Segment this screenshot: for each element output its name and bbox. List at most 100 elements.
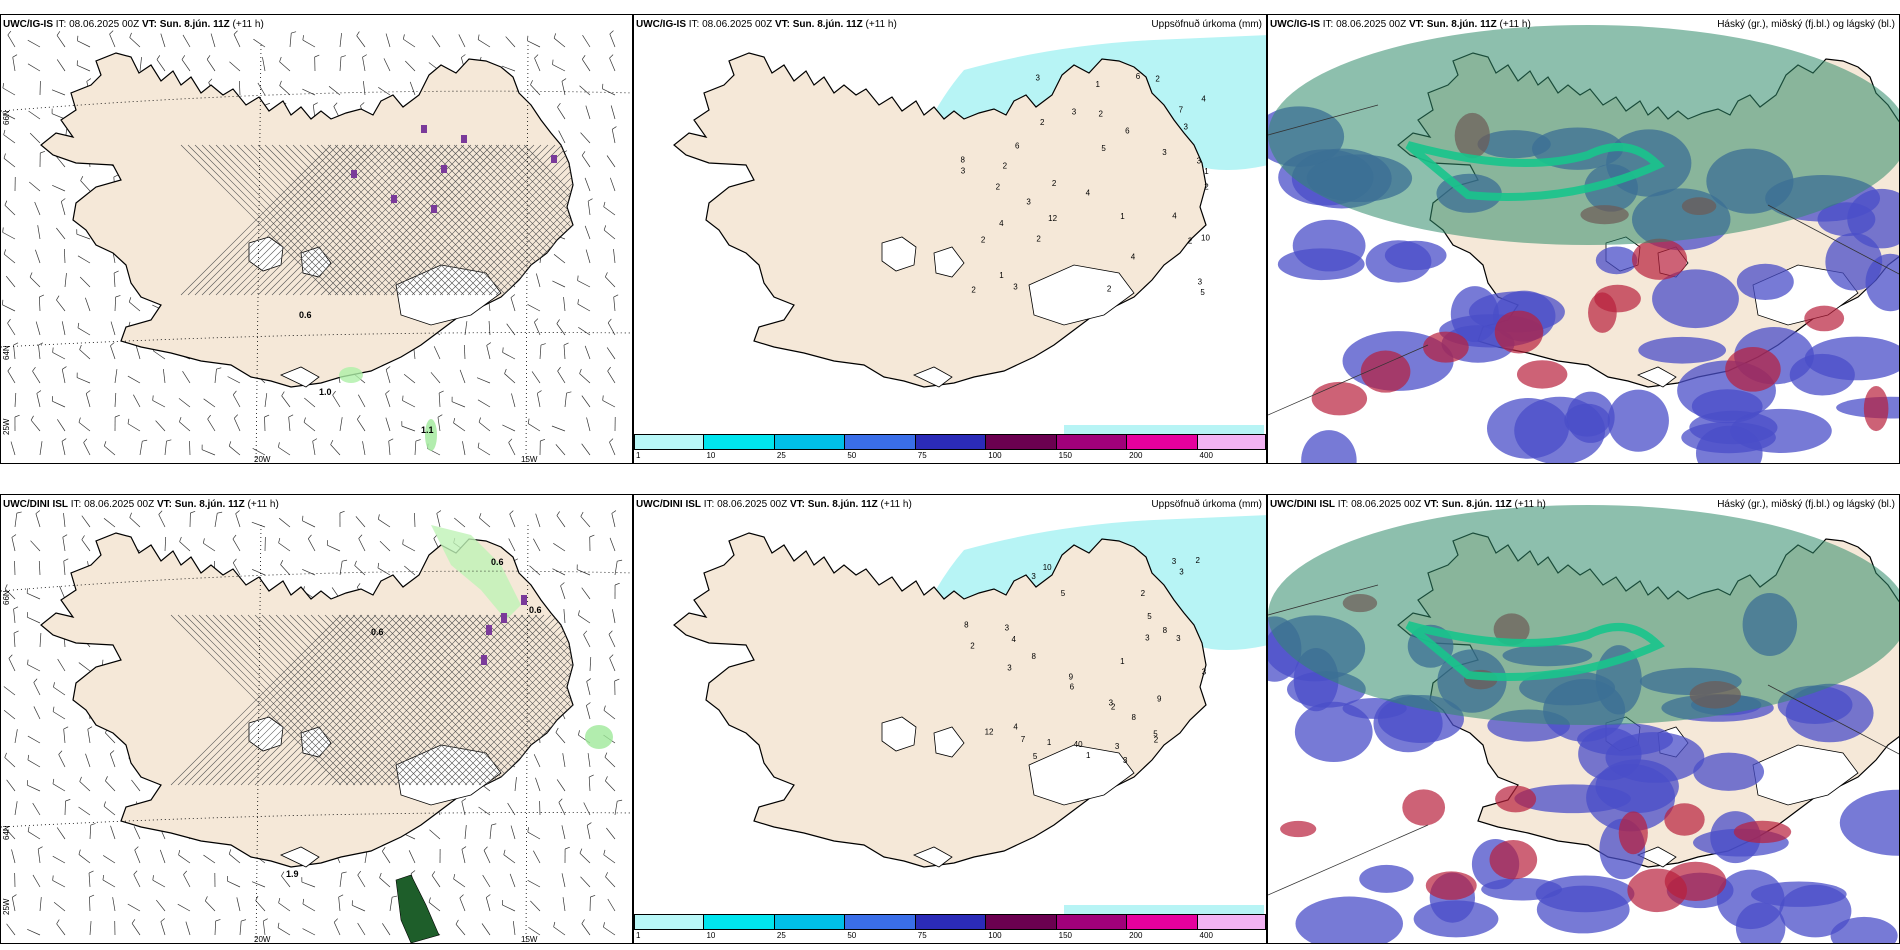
wind-barb — [607, 898, 616, 912]
wind-barb — [531, 371, 541, 384]
lat-label: 64N — [2, 345, 11, 360]
wind-barb — [289, 33, 292, 48]
hatch-line — [464, 614, 573, 786]
colorbar-tick: 400 — [1199, 451, 1213, 460]
hatch-line — [191, 614, 363, 786]
wind-barb-feather — [65, 799, 71, 802]
hatch-line — [219, 614, 391, 786]
wind-barb-feather — [78, 849, 81, 855]
wind-barb — [555, 444, 566, 456]
wind-barb — [602, 400, 616, 408]
wind-barb-feather — [302, 898, 305, 904]
hatch-line — [527, 614, 573, 786]
wind-barb — [509, 873, 516, 888]
precip-amount: 1 — [1047, 738, 1052, 747]
wind-barb — [609, 442, 616, 456]
hatch-line — [208, 144, 360, 296]
hatch-line — [436, 614, 573, 786]
wind-barb-feather — [62, 534, 68, 538]
wind-barb-feather — [13, 630, 19, 634]
wind-barb-feather — [563, 342, 569, 346]
wind-barb — [78, 854, 91, 864]
hatch-line — [355, 144, 507, 296]
parallel-line — [1, 332, 632, 348]
low-cloud — [1825, 232, 1883, 291]
wind-barb — [133, 394, 141, 408]
wind-barb-feather — [178, 850, 181, 856]
wind-barb — [330, 444, 341, 456]
precip-amount: 2 — [1107, 284, 1112, 293]
wind-barb-feather — [428, 897, 431, 903]
wind-barb — [227, 880, 241, 888]
wind-barb — [183, 874, 191, 888]
wind-barb — [454, 517, 466, 528]
precip-amount: 5 — [1101, 144, 1106, 153]
wind-barb-feather — [377, 514, 380, 520]
mid-cloud — [1360, 350, 1411, 393]
low-cloud — [1830, 916, 1898, 943]
wind-barb — [280, 564, 291, 576]
wind-barb-feather — [16, 511, 22, 514]
colorbar-tick: 75 — [917, 931, 927, 940]
wind-barb-feather — [479, 513, 482, 519]
glacier-outline — [280, 366, 320, 388]
wind-barb-feather — [27, 659, 29, 665]
precip-amount: 2 — [1040, 118, 1045, 127]
low-cloud — [1359, 864, 1414, 893]
wind-barb-feather — [83, 438, 88, 443]
wind-barb-feather — [360, 102, 365, 107]
hatch-line — [380, 614, 552, 786]
wind-barb — [177, 903, 191, 912]
hatch-line — [205, 614, 377, 786]
wind-barb — [354, 565, 366, 576]
wind-barb-feather — [179, 417, 182, 422]
wind-barb — [558, 802, 566, 816]
precip-colorbar: 1 10 25 50 75 100 150 200 400 — [634, 434, 1266, 462]
wind-barb — [404, 565, 416, 576]
lon-label: 20W — [254, 935, 271, 944]
wind-barb — [13, 345, 16, 360]
precip-amount: 2 — [1036, 235, 1041, 244]
colorbar-swatch — [1056, 914, 1128, 930]
mid-cloud — [1863, 386, 1889, 432]
wind-barb — [63, 561, 66, 576]
wind-barb — [203, 854, 216, 864]
precip-amount: 3 — [1202, 667, 1207, 676]
hatch-line — [268, 614, 440, 786]
precip-cell — [481, 655, 487, 665]
wind-barb — [551, 425, 566, 432]
glacier-outline — [881, 716, 917, 752]
wind-barb-feather — [38, 342, 44, 346]
colorbar-swatch — [634, 914, 705, 930]
wind-barb — [476, 377, 491, 384]
hatch-line — [264, 144, 416, 296]
wind-barb-feather — [590, 895, 596, 898]
wind-barb — [279, 61, 291, 72]
wind-barb-feather — [232, 390, 237, 395]
wind-barb — [3, 253, 16, 264]
wind-barb — [2, 112, 16, 120]
wind-barb — [181, 59, 191, 72]
wind-barb — [527, 40, 541, 48]
wind-barb — [301, 881, 316, 888]
wind-barb-feather — [603, 201, 606, 207]
wind-barb — [156, 899, 166, 912]
mid-cloud — [1280, 820, 1317, 838]
wind-barb-feather — [80, 176, 84, 181]
wind-barb — [385, 417, 391, 432]
wind-barb — [62, 537, 66, 552]
wind-barb — [281, 875, 291, 888]
wind-barb — [303, 422, 316, 432]
wind-barb-feather — [56, 295, 60, 301]
colorbar-tick: 1 — [636, 931, 641, 940]
precip-amount: 5 — [1061, 589, 1066, 598]
wind-barb — [583, 634, 591, 648]
wind-barb — [133, 874, 141, 888]
colorbar-swatch — [986, 914, 1057, 930]
wind-barb — [489, 825, 492, 840]
high-cloud-band — [1405, 141, 1665, 201]
wind-barb-feather — [152, 875, 154, 881]
wind-barb-feather — [4, 752, 7, 758]
wind-barb — [338, 897, 341, 912]
wind-barb — [77, 327, 91, 336]
